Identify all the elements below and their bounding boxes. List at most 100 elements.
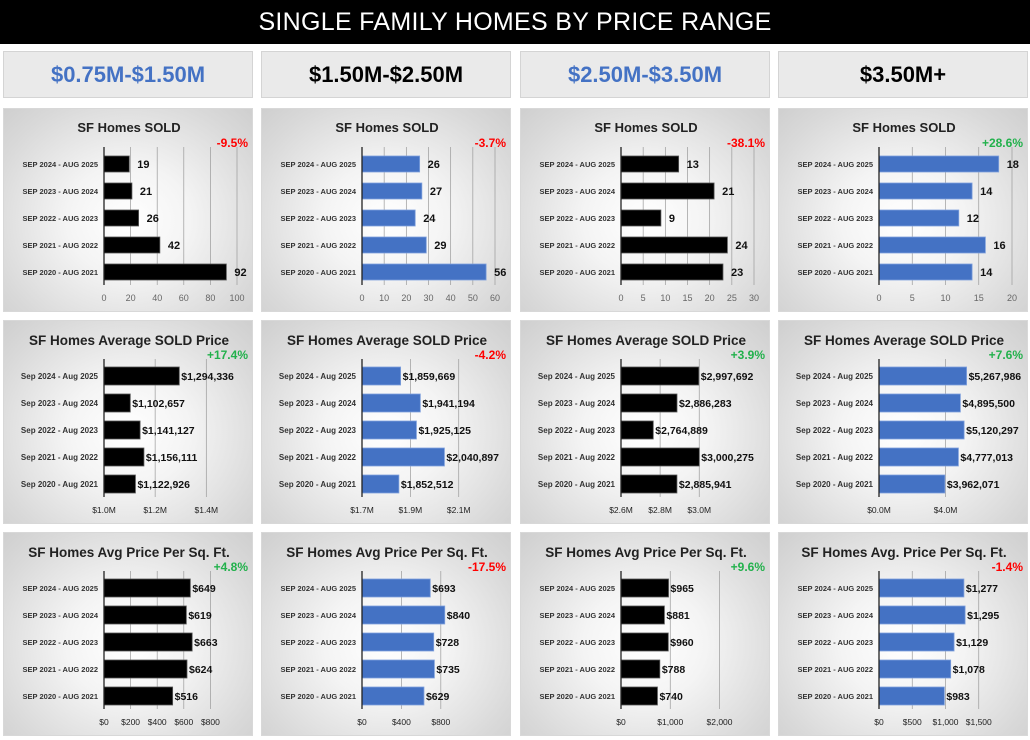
bar [878,578,965,598]
tick-label: $500 [903,717,922,727]
bar [878,632,955,652]
category-label: SEP 2020 - AUG 2021 [540,268,615,277]
value-label: $3,962,071 [947,479,1000,491]
price-range-header-3: $2.50M-$3.50M [520,51,770,98]
chart-title: SF Homes Avg Price Per Sq. Ft. [28,545,230,560]
value-label: 56 [494,267,506,279]
value-label: $1,295 [967,610,999,622]
bar [361,236,427,254]
bar-chart: SF Homes Average SOLD Price+7.6% Sep 2024… [796,333,1023,515]
chart-panel: SF Homes Avg Price Per Sq. Ft. +9.6% SEP 2… [520,532,770,736]
bar [620,182,715,200]
tick-label: 25 [727,293,737,303]
value-label: 19 [137,159,149,171]
chart-title: SF Homes Avg Price Per Sq. Ft. [545,545,747,560]
value-label: 21 [722,186,734,198]
category-label: Sep 2023 - Aug 2024 [538,399,616,408]
tick-label: $0.0M [867,505,891,515]
bar-chart: SF Homes Avg Price Per Sq. Ft.+4.8% SEP 2… [23,545,249,727]
category-label: SEP 2020 - AUG 2021 [23,692,98,701]
category-label: Sep 2021 - Aug 2022 [21,453,99,462]
tick-label: 20 [1007,293,1017,303]
category-label: Sep 2024 - Aug 2025 [538,372,616,381]
dashboard-title: SINGLE FAMILY HOMES BY PRICE RANGE [0,0,1030,44]
value-label: 23 [731,267,743,279]
category-label: SEP 2022 - AUG 2023 [23,638,98,647]
value-label: 24 [423,213,436,225]
value-label: $4,895,500 [962,398,1015,410]
tick-label: 20 [401,293,411,303]
chart-title: SF Homes SOLD [594,120,697,135]
tick-label: 20 [126,293,136,303]
value-label: 42 [168,240,180,252]
value-label: $1,122,926 [137,479,190,491]
tick-label: $0 [874,717,884,727]
chart-panel: SF Homes Average SOLD Price -4.2% Sep 2024… [261,320,511,524]
tick-label: $1,000 [933,717,959,727]
value-label: $1,129 [956,637,988,649]
category-label: Sep 2023 - Aug 2024 [21,399,99,408]
chart-title: SF Homes Average SOLD Price [287,333,488,348]
category-label: SEP 2024 - AUG 2025 [281,160,356,169]
chart-title: SF Homes Average SOLD Price [546,333,747,348]
category-label: SEP 2022 - AUG 2023 [23,214,98,223]
bar [878,263,973,281]
value-label: $1,078 [953,664,985,676]
category-label: SEP 2022 - AUG 2023 [281,638,356,647]
tick-label: 20 [705,293,715,303]
bar [103,474,136,494]
category-label: Sep 2022 - Aug 2023 [279,426,357,435]
tick-label: 10 [379,293,389,303]
tick-label: $200 [121,717,140,727]
change-percent: +4.8% [214,560,249,574]
value-label: $2,885,941 [679,479,732,491]
value-label: $1,941,194 [422,398,475,410]
chart-panel: SF Homes SOLD +28.6% SEP 2024 - AUG 2025 18… [778,108,1028,312]
bar-chart: SF Homes Average SOLD Price+17.4% Sep 202… [21,333,248,515]
category-label: Sep 2022 - Aug 2023 [538,426,616,435]
category-label: Sep 2020 - Aug 2021 [21,480,99,489]
tick-label: $2,000 [707,717,733,727]
change-percent: -9.5% [217,136,249,150]
bar [878,474,946,494]
value-label: 14 [980,267,993,279]
tick-label: $1.2M [143,505,167,515]
value-label: $1,294,336 [181,371,234,383]
category-label: Sep 2024 - Aug 2025 [21,372,99,381]
tick-label: $1,500 [966,717,992,727]
category-label: SEP 2021 - AUG 2022 [798,665,873,674]
value-label: $1,852,512 [401,479,454,491]
category-label: Sep 2023 - Aug 2024 [279,399,357,408]
category-label: SEP 2020 - AUG 2021 [281,692,356,701]
category-label: Sep 2020 - Aug 2021 [796,480,874,489]
tick-label: 10 [660,293,670,303]
value-label: $1,156,111 [146,452,198,464]
chart-title: SF Homes SOLD [852,120,955,135]
tick-label: $0 [357,717,367,727]
value-label: $629 [426,691,450,703]
tick-label: $1.7M [350,505,374,515]
value-label: 12 [967,213,979,225]
value-label: $735 [436,664,460,676]
tick-label: 0 [618,293,623,303]
bar [103,182,133,200]
value-label: $788 [662,664,686,676]
category-label: SEP 2023 - AUG 2024 [281,611,357,620]
bar [620,659,661,679]
tick-label: $1,000 [657,717,683,727]
category-label: SEP 2021 - AUG 2022 [23,665,98,674]
tick-label: 40 [446,293,456,303]
chart-panel: SF Homes Avg. Price Per Sq. Ft. -1.4% SEP … [778,532,1028,736]
tick-label: 30 [423,293,433,303]
tick-label: $1.0M [92,505,116,515]
bar-chart: SF Homes Avg Price Per Sq. Ft.-17.5% SEP … [281,545,507,727]
bar [878,236,986,254]
tick-label: 0 [359,293,364,303]
category-label: SEP 2023 - AUG 2024 [281,187,357,196]
category-label: SEP 2023 - AUG 2024 [798,611,874,620]
chart-title: SF Homes Average SOLD Price [804,333,1005,348]
category-label: SEP 2021 - AUG 2022 [281,665,356,674]
category-label: SEP 2024 - AUG 2025 [23,584,98,593]
bar [878,659,952,679]
bar [878,366,967,386]
